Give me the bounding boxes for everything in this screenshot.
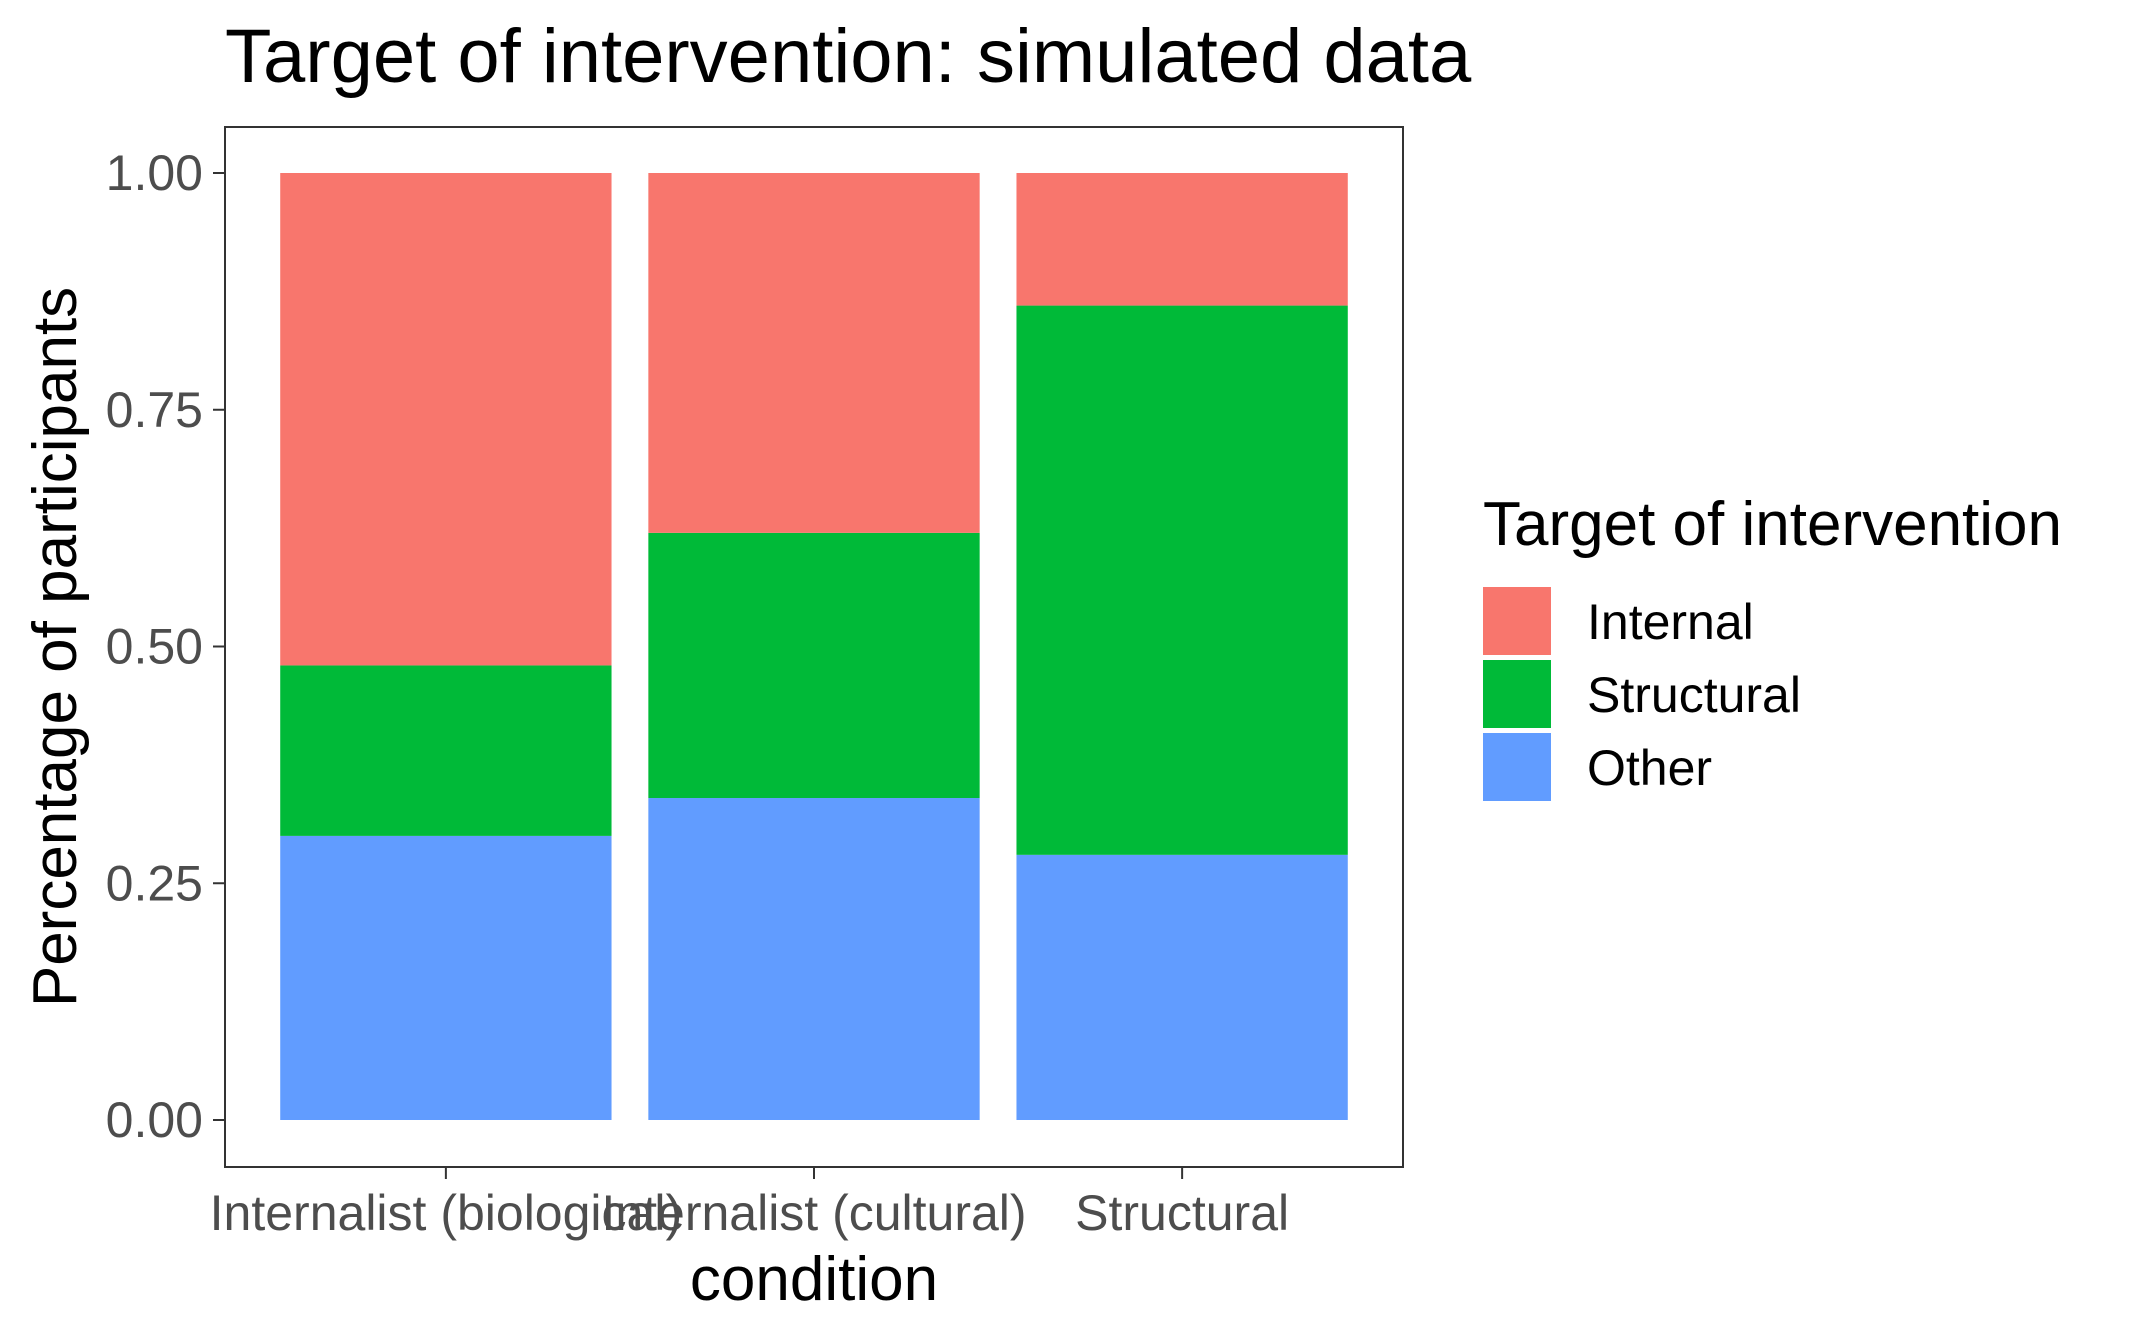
chart-title: Target of intervention: simulated data bbox=[225, 14, 1472, 99]
x-axis: Internalist (biological)Internalist (cul… bbox=[210, 1167, 1289, 1241]
legend-label-internal: Internal bbox=[1587, 594, 1754, 650]
bar-segment-other-2 bbox=[648, 798, 980, 1120]
bar-segment-structural-2 bbox=[648, 532, 980, 799]
x-tick-label: Structural bbox=[1075, 1185, 1289, 1241]
x-tick-label: Internalist (biological) bbox=[210, 1185, 682, 1241]
x-axis-title: condition bbox=[690, 1245, 938, 1314]
bar-segment-internal-3 bbox=[1016, 173, 1348, 306]
legend-swatch-structural bbox=[1483, 660, 1551, 728]
bar-segment-internal-1 bbox=[280, 173, 612, 666]
legend-swatch-other bbox=[1483, 733, 1551, 801]
bar-segment-other-1 bbox=[280, 835, 612, 1120]
y-tick-label: 0.50 bbox=[106, 619, 203, 675]
legend-label-structural: Structural bbox=[1587, 667, 1801, 723]
bar-segment-structural-3 bbox=[1016, 305, 1348, 855]
bar-segment-structural-1 bbox=[280, 665, 612, 836]
x-tick-label: Internalist (cultural) bbox=[601, 1185, 1026, 1241]
bars-layer bbox=[280, 173, 1348, 1120]
bar-segment-other-3 bbox=[1016, 854, 1348, 1120]
legend: Target of intervention Internal Structura… bbox=[1483, 490, 2062, 801]
legend-swatch-internal bbox=[1483, 587, 1551, 655]
y-tick-label: 0.00 bbox=[106, 1092, 203, 1148]
y-axis-title: Percentage of participants bbox=[21, 287, 90, 1007]
bar-segment-internal-2 bbox=[648, 173, 980, 533]
legend-entries: Internal Structural Other bbox=[1483, 587, 1801, 801]
legend-title: Target of intervention bbox=[1483, 490, 2062, 559]
y-tick-label: 0.25 bbox=[106, 855, 203, 911]
legend-label-other: Other bbox=[1587, 740, 1712, 796]
y-axis: 0.00 0.25 0.50 0.75 1.00 bbox=[106, 145, 225, 1148]
y-tick-label: 0.75 bbox=[106, 382, 203, 438]
y-tick-label: 1.00 bbox=[106, 145, 203, 201]
